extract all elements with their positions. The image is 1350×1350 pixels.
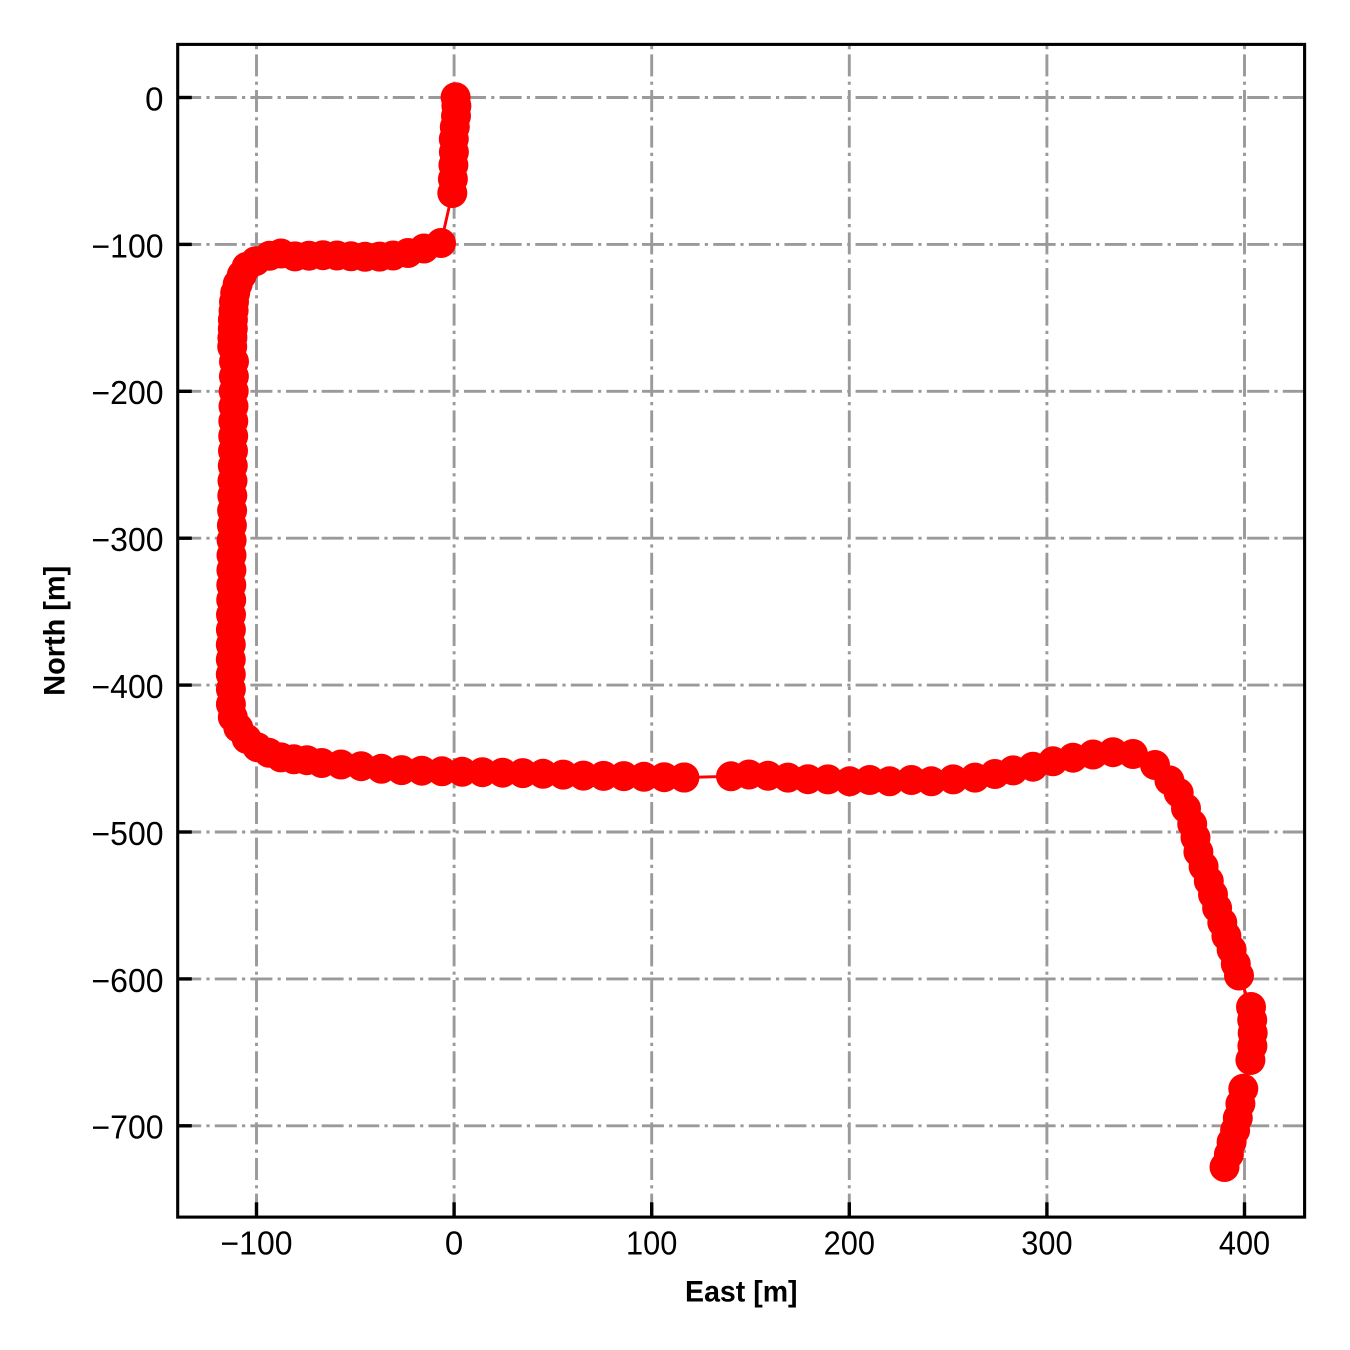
svg-text:−700: −700	[92, 1109, 164, 1146]
svg-text:−500: −500	[92, 815, 164, 852]
svg-text:300: 300	[1021, 1225, 1072, 1262]
svg-text:−100: −100	[92, 227, 164, 264]
svg-text:400: 400	[1219, 1225, 1270, 1262]
svg-text:−400: −400	[92, 668, 164, 705]
svg-text:−100: −100	[221, 1225, 293, 1262]
svg-text:0: 0	[145, 80, 163, 117]
svg-text:100: 100	[626, 1225, 677, 1262]
svg-text:North [m]: North [m]	[39, 566, 72, 696]
svg-text:−600: −600	[92, 962, 164, 999]
svg-text:−300: −300	[92, 521, 164, 558]
svg-text:0: 0	[445, 1225, 463, 1262]
svg-text:200: 200	[824, 1225, 875, 1262]
svg-text:East [m]: East [m]	[685, 1276, 798, 1309]
svg-text:−200: −200	[92, 374, 164, 411]
